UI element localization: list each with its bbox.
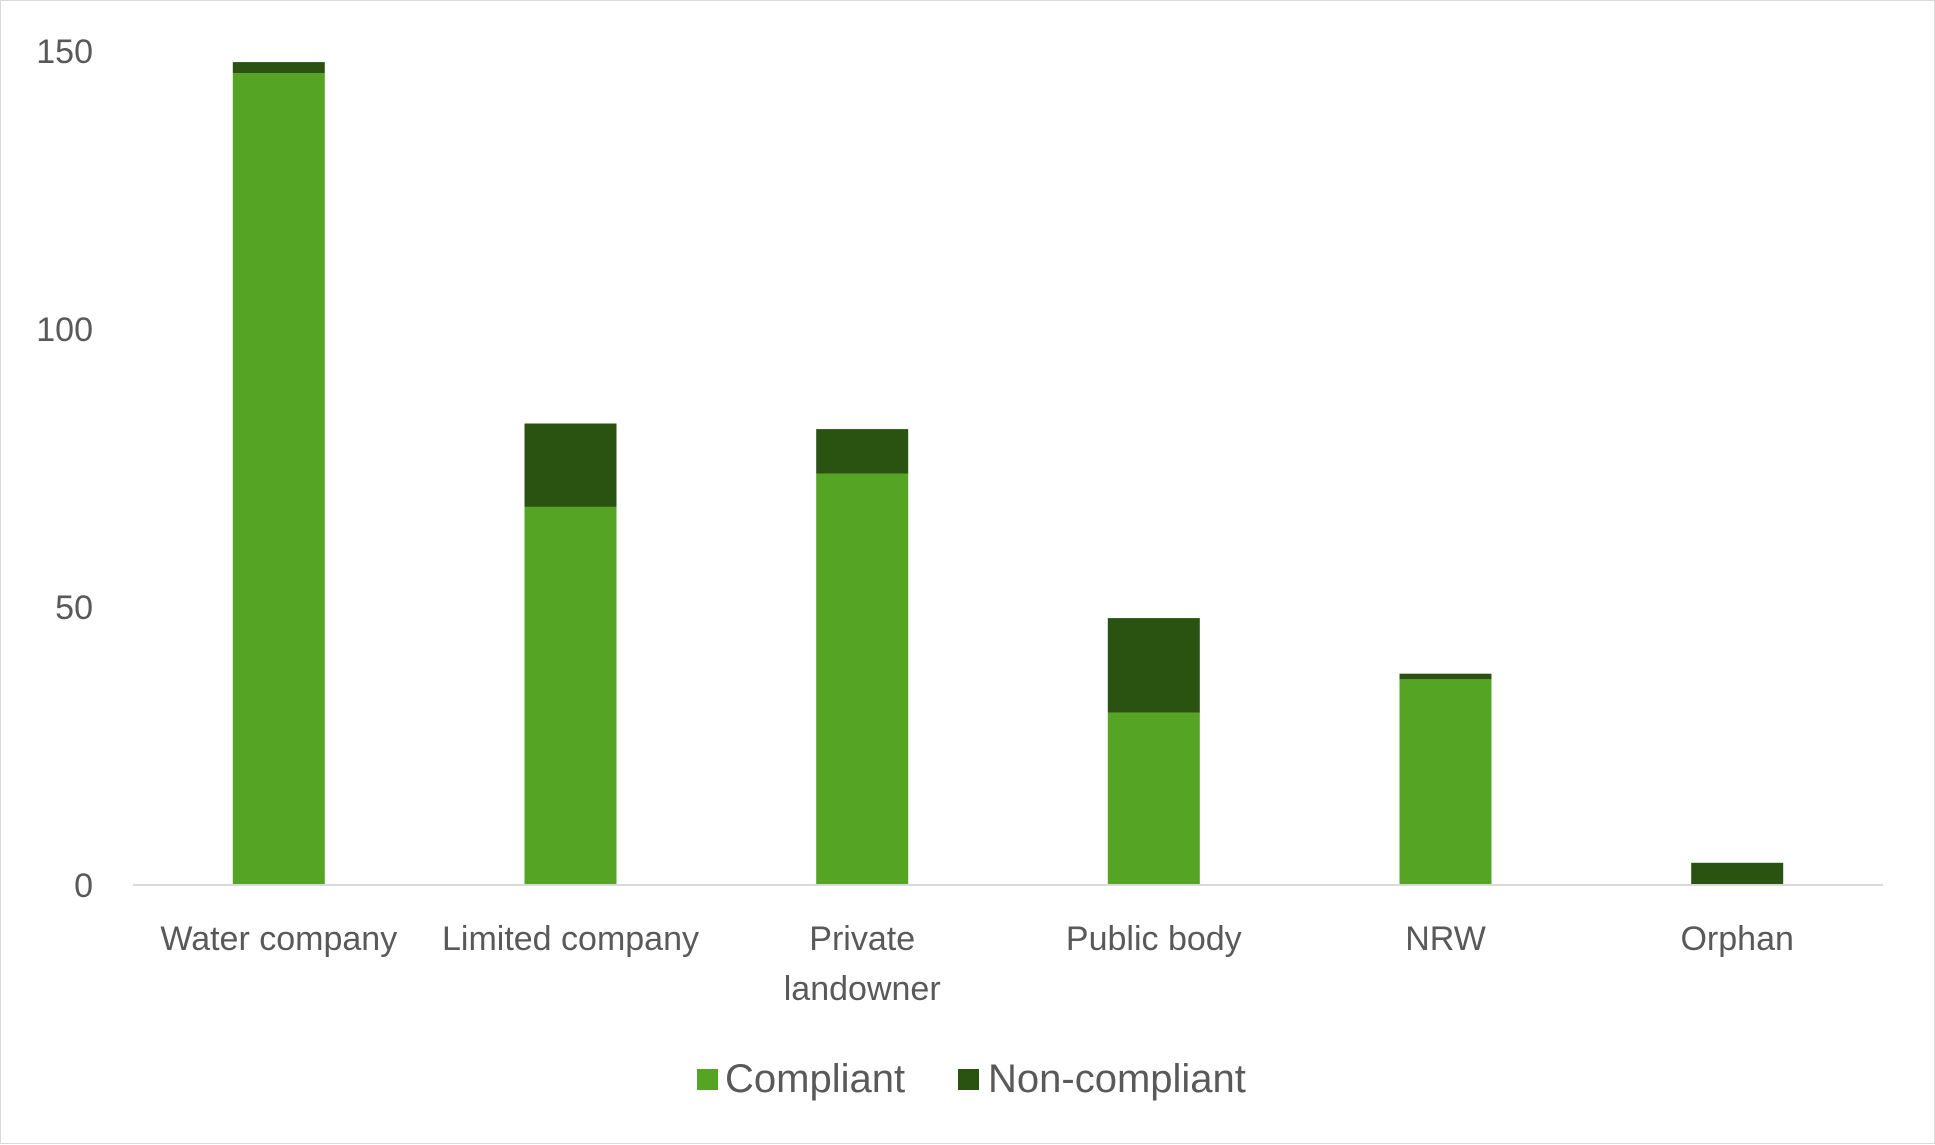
x-tick-label: Water company: [160, 920, 397, 958]
x-tick-label-line: landowner: [784, 970, 941, 1008]
x-tick-label-line: Water company: [160, 920, 397, 958]
legend-label-non-compliant: Non-compliant: [988, 1057, 1246, 1101]
x-tick-label-line: Public body: [1066, 920, 1242, 958]
y-axis: 0 50 100 150: [36, 33, 93, 905]
x-tick-label-line: Orphan: [1680, 920, 1793, 958]
bar-non-compliant: [524, 423, 617, 507]
x-tick-label: Limited company: [442, 920, 699, 958]
x-tick-label: Orphan: [1680, 920, 1793, 958]
x-tick-label-line: Private: [809, 920, 915, 958]
bar-non-compliant: [232, 62, 325, 74]
x-tick-label-line: NRW: [1405, 920, 1486, 958]
bar-non-compliant: [1107, 618, 1200, 713]
legend-swatch-non-compliant: [958, 1069, 979, 1090]
bar-non-compliant: [1399, 673, 1492, 680]
bars: [232, 62, 1784, 885]
x-axis: Water company Limited company Private lando…: [160, 920, 1794, 1008]
x-tick-label: Public body: [1066, 920, 1242, 958]
y-tick-label: 0: [74, 867, 93, 905]
bar-non-compliant: [816, 429, 909, 474]
legend-label-compliant: Compliant: [725, 1057, 905, 1101]
x-tick-label: NRW: [1405, 920, 1486, 958]
bar-compliant: [1399, 679, 1492, 885]
x-tick-label: Private landowner: [784, 920, 941, 1008]
legend-swatch-compliant: [697, 1069, 718, 1090]
y-tick-label: 150: [36, 33, 93, 71]
bar-non-compliant: [1691, 862, 1784, 885]
bar-compliant: [524, 506, 617, 885]
x-tick-label-line: Limited company: [442, 920, 699, 958]
legend: Compliant Non-compliant: [697, 1057, 1246, 1101]
bar-compliant: [1107, 712, 1200, 885]
y-tick-label: 50: [55, 589, 93, 627]
y-tick-label: 100: [36, 311, 93, 349]
bar-compliant: [232, 73, 325, 885]
bar-compliant: [816, 473, 909, 885]
